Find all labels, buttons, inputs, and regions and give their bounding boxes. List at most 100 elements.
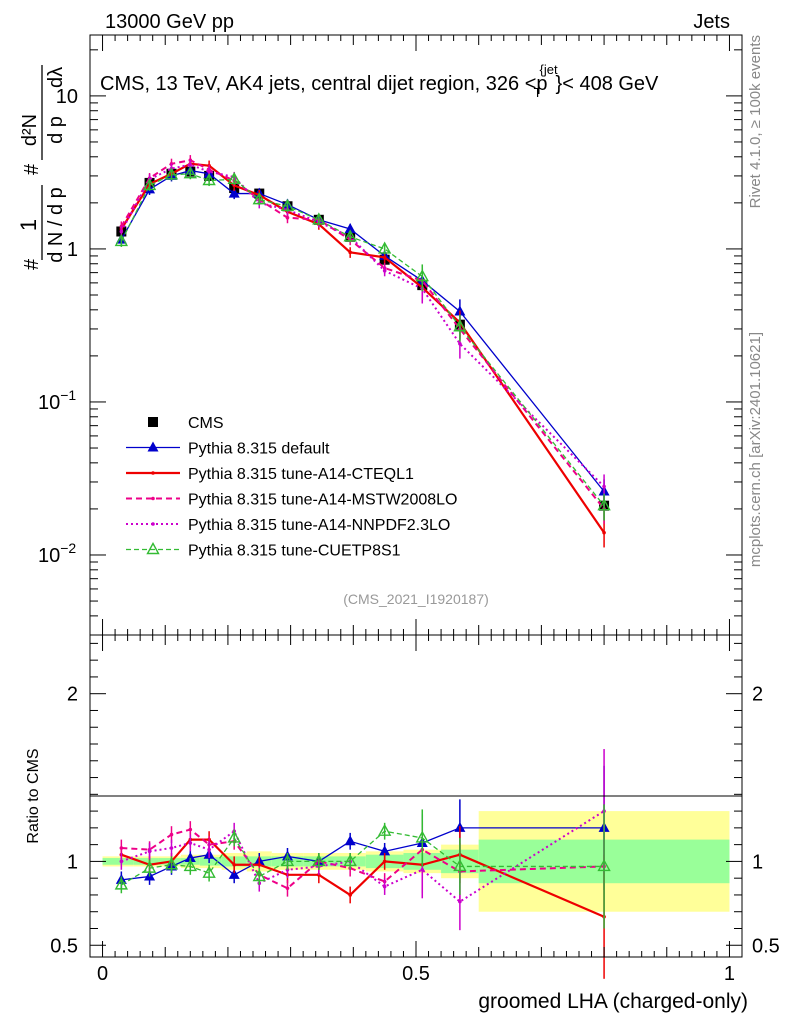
marker: [602, 484, 606, 489]
y-tick-label: 1: [67, 239, 78, 261]
marker: [207, 847, 211, 852]
marker: [597, 498, 611, 511]
marker: [348, 893, 352, 897]
svg-text:d²N: d²N: [19, 114, 41, 146]
marker: [344, 835, 356, 846]
marker: [415, 269, 429, 282]
marker: [312, 853, 326, 867]
marker: [348, 250, 352, 255]
x-tick-label: 0.5: [402, 963, 430, 985]
ratio-band-inner: [199, 857, 222, 866]
marker: [458, 899, 462, 904]
marker: [114, 877, 129, 890]
marker: [151, 496, 155, 501]
y-tick-label: 10: [56, 86, 78, 108]
marker: [114, 233, 129, 247]
analysis-tag: (CMS_2021_I1920187): [343, 591, 489, 607]
marker: [228, 868, 240, 879]
plot-title: CMS, 13 TeV, AK4 jets, central dijet reg…: [100, 62, 659, 100]
marker: [188, 162, 193, 167]
marker: [382, 268, 387, 273]
x-tick-label: 1: [724, 963, 735, 985]
ratio-band-inner: [102, 858, 134, 865]
header-left-label: 13000 GeV pp: [105, 11, 234, 33]
marker: [377, 823, 392, 836]
marker: [119, 846, 124, 850]
legend-entry: Pythia 8.315 tune-CUETP8S1: [126, 542, 401, 560]
ratio-y-tick-label-right: 1: [752, 851, 763, 873]
marker: [151, 471, 155, 475]
marker: [285, 215, 290, 220]
marker: [280, 198, 295, 211]
legend-entry: Pythia 8.315 default: [126, 441, 330, 458]
legend-entry: Pythia 8.315 tune-A14-CTEQL1: [126, 466, 414, 483]
marker: [252, 869, 266, 882]
svg-text:d p: d p: [45, 116, 67, 144]
marker: [142, 177, 157, 191]
marker: [151, 522, 155, 526]
legend-entry: CMS: [148, 415, 224, 432]
marker: [188, 827, 193, 832]
marker: [164, 167, 179, 180]
series-layer: [114, 155, 611, 979]
marker: [207, 169, 211, 174]
series-5: [114, 166, 611, 521]
ratio-series-4: [114, 804, 611, 929]
marker: [458, 341, 462, 346]
ratio-y-tick-label: 0.5: [50, 935, 78, 957]
ratio-y-tick-label-right: 2: [752, 684, 763, 706]
series-line: [120, 163, 605, 488]
marker: [188, 841, 193, 845]
y-tick-label: 10−2: [38, 540, 76, 567]
marker: [164, 857, 179, 870]
legend-label: Pythia 8.315 default: [188, 441, 330, 458]
marker: [227, 830, 241, 843]
marker: [232, 862, 236, 867]
marker: [252, 192, 266, 205]
legend-entry: Pythia 8.315 tune-A14-MSTW2008LO: [126, 492, 457, 509]
marker: [312, 212, 326, 225]
marker: [202, 173, 216, 186]
svg-text:#: #: [21, 258, 43, 270]
ratio-series-line: [120, 838, 605, 918]
x-axis-label: groomed LHA (charged-only): [478, 990, 748, 1013]
marker: [382, 884, 387, 889]
ratio-y-tick-label: 2: [67, 684, 78, 706]
marker: [183, 166, 197, 179]
ratio-series-line: [121, 810, 605, 903]
rivet-version-label: Rivet 4.1.0, ≥ 100k events: [747, 35, 764, 208]
header-right-label: Jets: [693, 11, 730, 33]
legend-label: CMS: [188, 415, 224, 432]
y-tick-label: 10−1: [38, 387, 76, 414]
legend-entry: Pythia 8.315 tune-A14-NNPDF2.3LO: [126, 517, 450, 534]
series-2: [119, 158, 606, 548]
data-marker: [148, 417, 158, 427]
marker: [147, 441, 159, 452]
svg-text:1: 1: [16, 219, 41, 231]
main-y-axis-label: # 1 d N / d p # d²N d p dλ: [16, 65, 67, 270]
mcplots-label: mcplots.cern.ch [arXiv:2401.10621]: [747, 332, 764, 567]
marker: [119, 859, 124, 864]
ratio-band-inner: [133, 858, 159, 865]
marker: [602, 530, 606, 535]
marker: [119, 229, 124, 234]
marker: [228, 187, 240, 198]
x-tick-label: 0: [97, 963, 108, 985]
marker: [202, 865, 216, 878]
axes-layer: 10 1 10−1 10−2 0 0.5 1 2 2 1 1 0.5 0.5: [38, 35, 780, 985]
ratio-bands-layer: [102, 811, 730, 912]
marker: [183, 858, 197, 872]
marker: [382, 859, 387, 864]
marker: [343, 853, 357, 867]
marker: [257, 862, 262, 867]
svg-text:dλ: dλ: [45, 67, 67, 88]
marker: [169, 832, 174, 837]
marker: [184, 852, 196, 863]
legend-label: Pythia 8.315 tune-A14-MSTW2008LO: [188, 492, 457, 509]
marker: [142, 860, 157, 873]
marker: [415, 830, 429, 843]
legend-label: Pythia 8.315 tune-A14-NNPDF2.3LO: [188, 517, 450, 534]
marker: [285, 886, 290, 891]
marker: [227, 171, 241, 185]
svg-text:#: #: [21, 163, 43, 175]
